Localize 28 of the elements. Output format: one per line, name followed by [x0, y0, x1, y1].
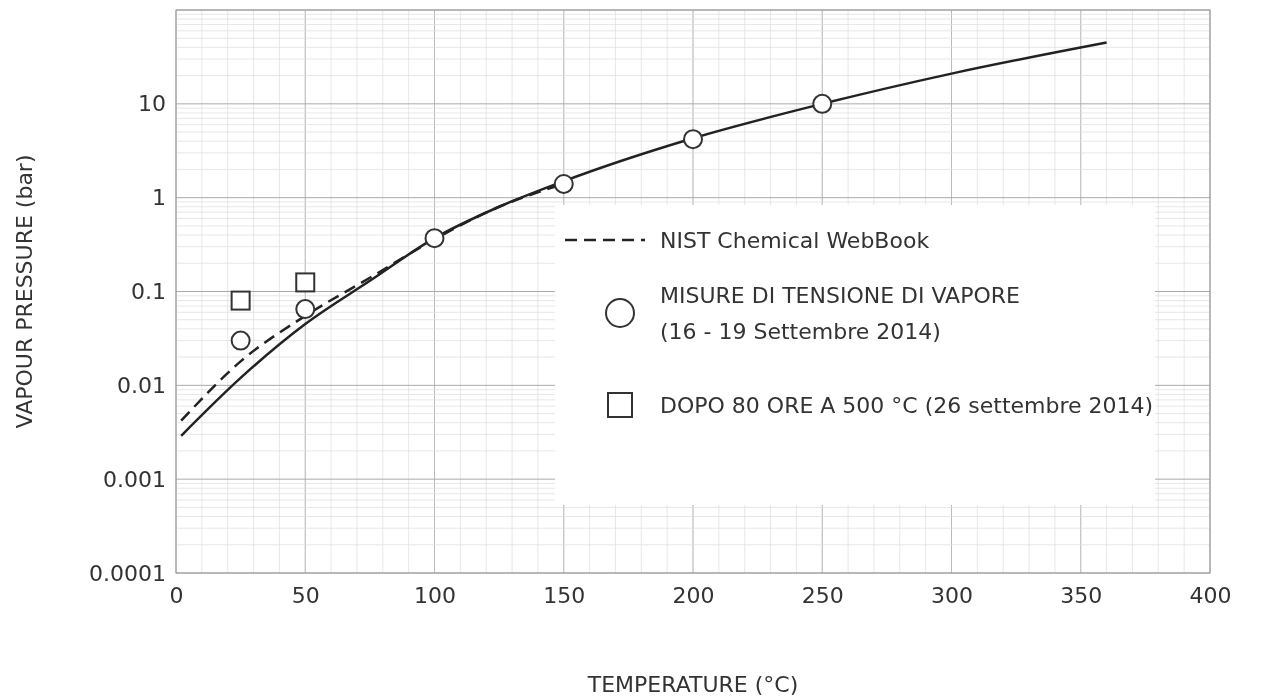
- point: [295, 272, 316, 293]
- y-tick-label: 0.0001: [89, 560, 166, 586]
- point: [230, 330, 251, 351]
- x-tick-label: 250: [801, 582, 844, 608]
- x-tick-label: 200: [672, 582, 715, 608]
- x-tick-label: 100: [414, 582, 456, 608]
- y-axis-title: VAPOUR PRESSURE (bar): [12, 154, 37, 429]
- point: [295, 299, 316, 320]
- legend-label: NIST Chemical WebBook: [660, 228, 930, 253]
- x-tick-label: 350: [1060, 582, 1103, 608]
- y-tick-label: 0.001: [103, 466, 166, 492]
- point: [812, 93, 833, 114]
- x-axis-title: TEMPERATURE (°C): [586, 672, 799, 697]
- legend-label: DOPO 80 ORE A 500 °C (26 settembre 2014): [660, 393, 1154, 418]
- point: [424, 228, 445, 249]
- y-tick-label: 10: [138, 91, 166, 117]
- point: [230, 290, 251, 311]
- x-tick-label: 150: [543, 582, 586, 608]
- x-tick-label: 0: [169, 582, 184, 608]
- point: [553, 173, 574, 194]
- point: [683, 129, 703, 150]
- legend-label: MISURE DI TENSIONE DI VAPORE (16 - 19 Settembre 2014): [660, 283, 1020, 344]
- x-tick-label: 400: [1189, 582, 1232, 608]
- x-tick-label: 50: [291, 582, 320, 608]
- y-tick-label: 0.01: [117, 372, 166, 398]
- y-tick-label: 0.1: [131, 279, 166, 305]
- x-tick-label: 300: [931, 582, 973, 608]
- y-tick-label: 1: [152, 185, 166, 211]
